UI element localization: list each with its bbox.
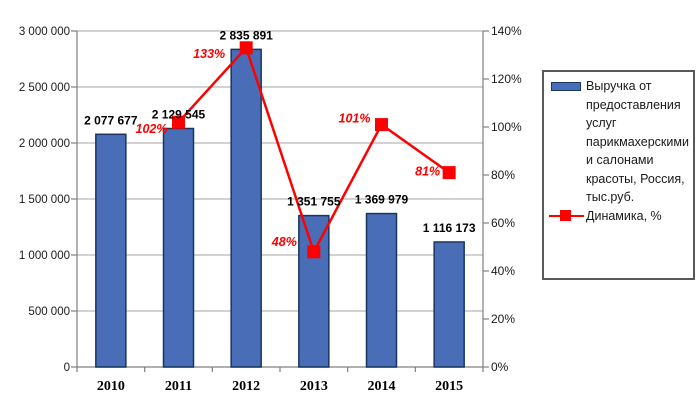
line-marker-2015 bbox=[442, 166, 456, 180]
line-series-label: Динамика, % bbox=[586, 208, 662, 223]
left-axis-tick-label: 2 500 000 bbox=[19, 82, 70, 94]
bar-2012 bbox=[230, 48, 262, 368]
bar-series-swatch-icon bbox=[551, 82, 581, 91]
category-label-2014: 2014 bbox=[368, 379, 396, 394]
percent-label-2015: 81% bbox=[415, 165, 440, 179]
line-marker-2014 bbox=[375, 118, 388, 132]
percent-label-2014: 101% bbox=[339, 112, 371, 126]
bar-2015 bbox=[433, 241, 465, 368]
category-label-2015: 2015 bbox=[435, 379, 463, 394]
left-axis-tick-label: 1 500 000 bbox=[19, 194, 70, 206]
value-label-2013: 1 351 755 bbox=[287, 195, 341, 209]
bar-2010 bbox=[95, 133, 127, 368]
value-label-2014: 1 369 979 bbox=[355, 193, 409, 207]
left-axis-tick-label: 500 000 bbox=[28, 306, 70, 318]
bar-series-label: Выручка от предоставления услуг парикмах… bbox=[586, 79, 689, 204]
percent-label-2011: 102% bbox=[136, 122, 168, 136]
category-label-2011: 2011 bbox=[165, 379, 192, 394]
right-axis-tick-label: 140% bbox=[491, 24, 522, 38]
left-axis-tick-label: 0 bbox=[64, 362, 70, 374]
right-axis-tick-label: 20% bbox=[491, 312, 515, 326]
category-label-2013: 2013 bbox=[300, 379, 328, 394]
bar-2011 bbox=[162, 127, 195, 368]
right-axis-tick-label: 0% bbox=[491, 360, 509, 374]
percent-label-2013: 48% bbox=[271, 235, 297, 249]
line-marker-2013 bbox=[307, 245, 321, 259]
value-label-2015: 1 116 173 bbox=[423, 221, 476, 235]
right-axis-tick-label: 120% bbox=[491, 72, 522, 86]
value-label-2010: 2 077 677 bbox=[84, 113, 138, 127]
left-axis-tick-label: 1 000 000 bbox=[19, 250, 70, 262]
bar-2014 bbox=[365, 212, 398, 368]
legend-item-dynamics: Динамика, % bbox=[549, 207, 690, 226]
left-axis-tick-label: 2 000 000 bbox=[19, 138, 70, 150]
line-series-swatch-icon bbox=[549, 210, 584, 222]
right-axis-tick-label: 80% bbox=[491, 168, 515, 182]
value-label-2011: 2 129 545 bbox=[152, 107, 206, 121]
value-label-2012: 2 835 891 bbox=[219, 28, 273, 42]
legend-item-revenue: Выручка от предоставления услуг парикмах… bbox=[549, 77, 690, 207]
percent-label-2012: 133% bbox=[193, 47, 225, 61]
legend: Выручка от предоставления услуг парикмах… bbox=[542, 70, 695, 280]
right-axis-tick-label: 100% bbox=[491, 120, 522, 134]
right-axis-tick-label: 60% bbox=[491, 216, 515, 230]
bar-2013 bbox=[298, 214, 330, 368]
right-axis-tick-label: 40% bbox=[491, 264, 515, 278]
line-marker-2011 bbox=[172, 115, 185, 129]
line-marker-2012 bbox=[239, 41, 253, 55]
left-axis-tick-label: 3 000 000 bbox=[19, 26, 70, 38]
category-label-2010: 2010 bbox=[97, 379, 125, 394]
category-label-2012: 2012 bbox=[232, 379, 260, 394]
